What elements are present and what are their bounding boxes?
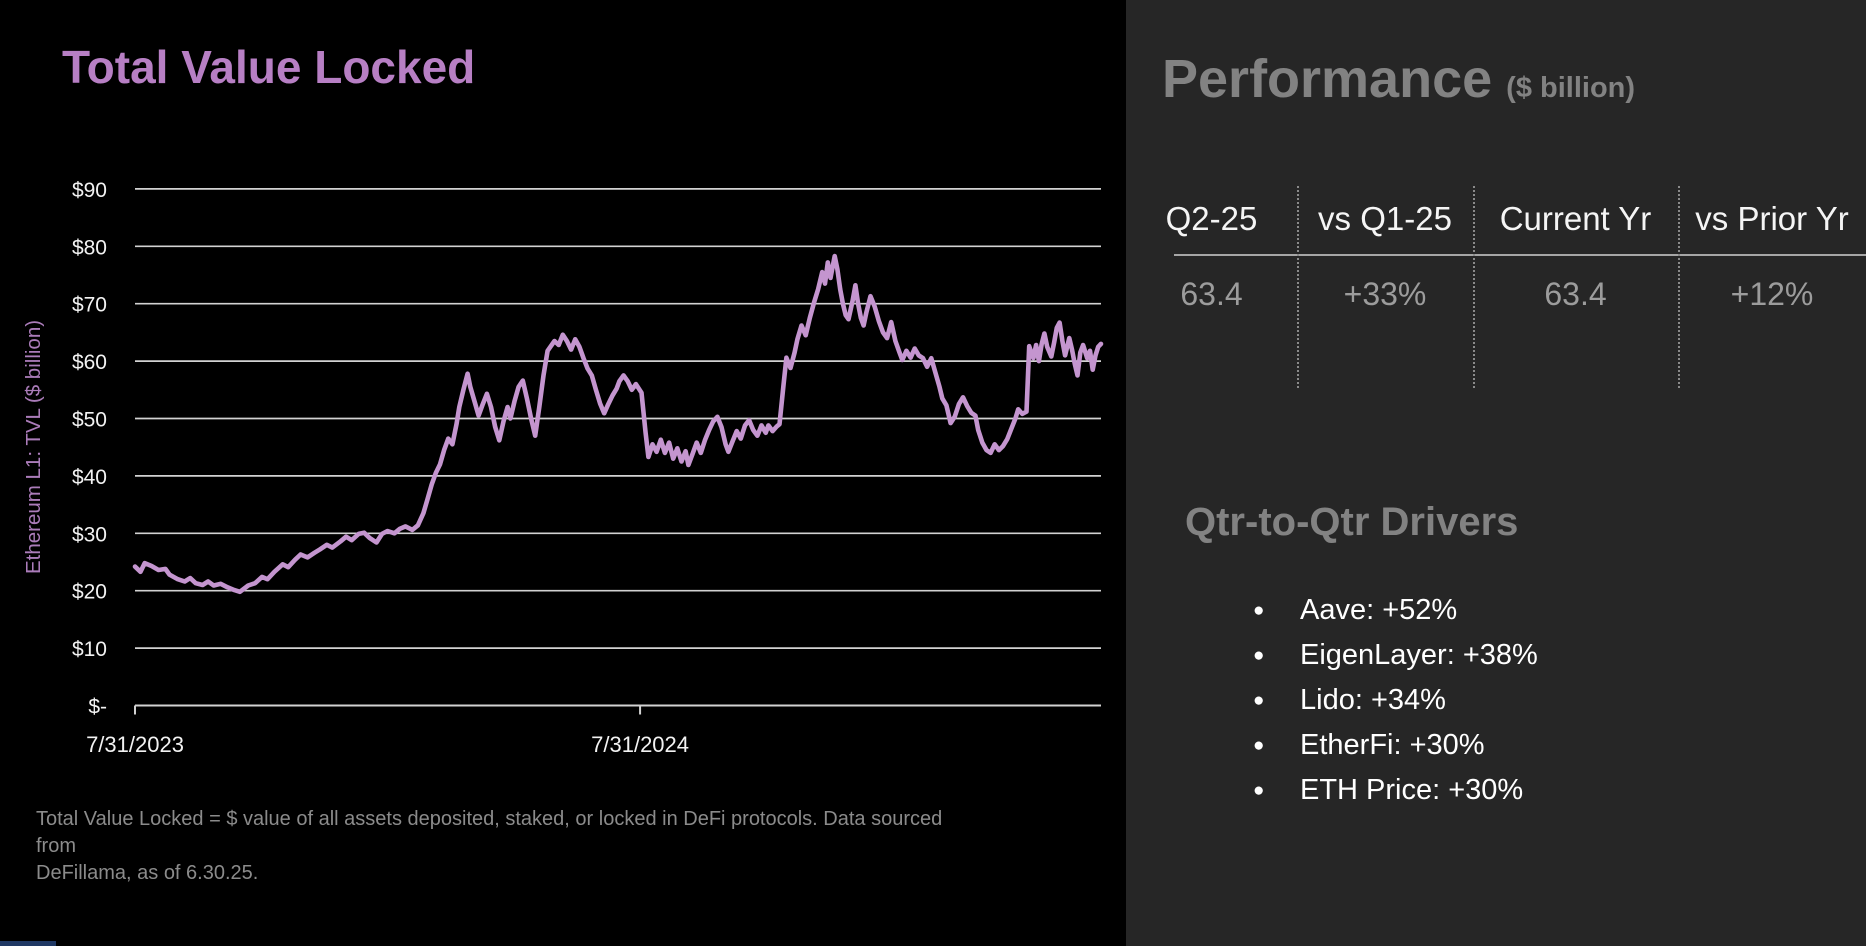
driver-item-eth-price: ● ETH Price: +30% (1253, 768, 1538, 813)
performance-table: Q2-25 vs Q1-25 Current Yr vs Prior Yr 63… (1126, 0, 1866, 420)
performance-panel: Performance ($ billion) Q2-25 vs Q1-25 C… (1126, 0, 1866, 946)
y-axis-title: Ethereum L1: TVL ($ billion) (22, 320, 45, 574)
tvl-chart-panel: $90 $80 $70 $60 $50 $40 $30 $20 $10 $- 7/31/2023 7/… (0, 41, 1104, 946)
bottom-left-accent-shape (0, 941, 56, 946)
y-tick-label-40: $40 (72, 466, 107, 489)
driver-item-label: ETH Price: +30% (1300, 774, 1524, 806)
driver-item-label: EigenLayer: +38% (1300, 639, 1538, 671)
bullet-icon: ● (1253, 734, 1265, 756)
y-tick-label-70: $70 (72, 294, 107, 317)
chart-title: Total Value Locked (62, 41, 476, 93)
y-tick-label-30: $30 (72, 523, 107, 546)
tvl-series-line (132, 253, 1104, 595)
footnote-line-1: Total Value Locked = $ value of all asse… (36, 808, 943, 857)
perf-col-header-current-yr: Current Yr (1499, 200, 1652, 237)
bullet-icon: ● (1253, 779, 1265, 801)
perf-col-header-q2-25: Q2-25 (1165, 200, 1258, 237)
driver-item-eigenlayer: ● EigenLayer: +38% (1253, 633, 1538, 678)
drivers-heading: Qtr-to-Qtr Drivers (1185, 500, 1519, 544)
perf-col-header-vs-prior-yr: vs Prior Yr (1695, 200, 1849, 237)
y-tick-label-50: $50 (72, 409, 107, 432)
y-tick-label-0: $- (88, 696, 107, 719)
table-column-separator (1297, 186, 1299, 388)
driver-item-lido: ● Lido: +34% (1253, 678, 1538, 723)
x-tick-label: 7/31/2024 (591, 732, 689, 757)
performance-heading: Performance ($ billion) (1162, 48, 1635, 110)
chart-axis-labels: $90 $80 $70 $60 $50 $40 $30 $20 $10 $- 7/31/2023 7/… (22, 179, 689, 757)
performance-table-header-row: Q2-25 vs Q1-25 Current Yr vs Prior Yr (1126, 200, 1866, 238)
driver-item-aave: ● Aave: +52% (1253, 588, 1538, 633)
driver-item-label: Aave: +52% (1300, 594, 1458, 626)
driver-item-label: Lido: +34% (1300, 684, 1446, 716)
bullet-icon: ● (1253, 689, 1265, 711)
driver-item-label: EtherFi: +30% (1300, 729, 1485, 761)
drivers-list: ● Aave: +52% ● EigenLayer: +38% ● Lido: … (1253, 588, 1538, 813)
performance-table-value-row: 63.4 +33% 63.4 +12% (1126, 276, 1866, 313)
perf-value-vs-prior-yr: +12% (1730, 276, 1814, 312)
y-tick-label-90: $90 (72, 179, 107, 202)
footnote-line-2: DeFillama, as of 6.30.25. (36, 862, 259, 884)
table-column-separator (1678, 186, 1680, 388)
table-header-underline (1174, 254, 1866, 256)
y-tick-label-20: $20 (72, 581, 107, 604)
perf-value-vs-q1-25: +33% (1343, 276, 1427, 312)
perf-value-current-yr: 63.4 (1544, 276, 1607, 312)
performance-heading-units: ($ billion) (1506, 72, 1636, 104)
perf-value-q2-25: 63.4 (1180, 276, 1243, 312)
perf-col-header-vs-q1-25: vs Q1-25 (1318, 200, 1452, 237)
table-column-separator (1473, 186, 1475, 388)
y-tick-label-80: $80 (72, 236, 107, 259)
driver-item-etherfi: ● EtherFi: +30% (1253, 723, 1538, 768)
tvl-line (132, 253, 1104, 595)
x-tick-label: 7/31/2023 (86, 732, 184, 757)
y-tick-label-60: $60 (72, 351, 107, 374)
chart-axes (134, 704, 1101, 715)
performance-heading-text: Performance (1162, 49, 1493, 109)
chart-gridlines (135, 188, 1101, 649)
tvl-line-chart: $90 $80 $70 $60 $50 $40 $30 $20 $10 $- 7/31/2023 7/… (22, 179, 1104, 757)
bullet-icon: ● (1253, 644, 1265, 666)
chart-footnote: Total Value Locked = $ value of all asse… (36, 806, 966, 887)
bullet-icon: ● (1253, 599, 1265, 621)
y-tick-label-10: $10 (72, 638, 107, 661)
